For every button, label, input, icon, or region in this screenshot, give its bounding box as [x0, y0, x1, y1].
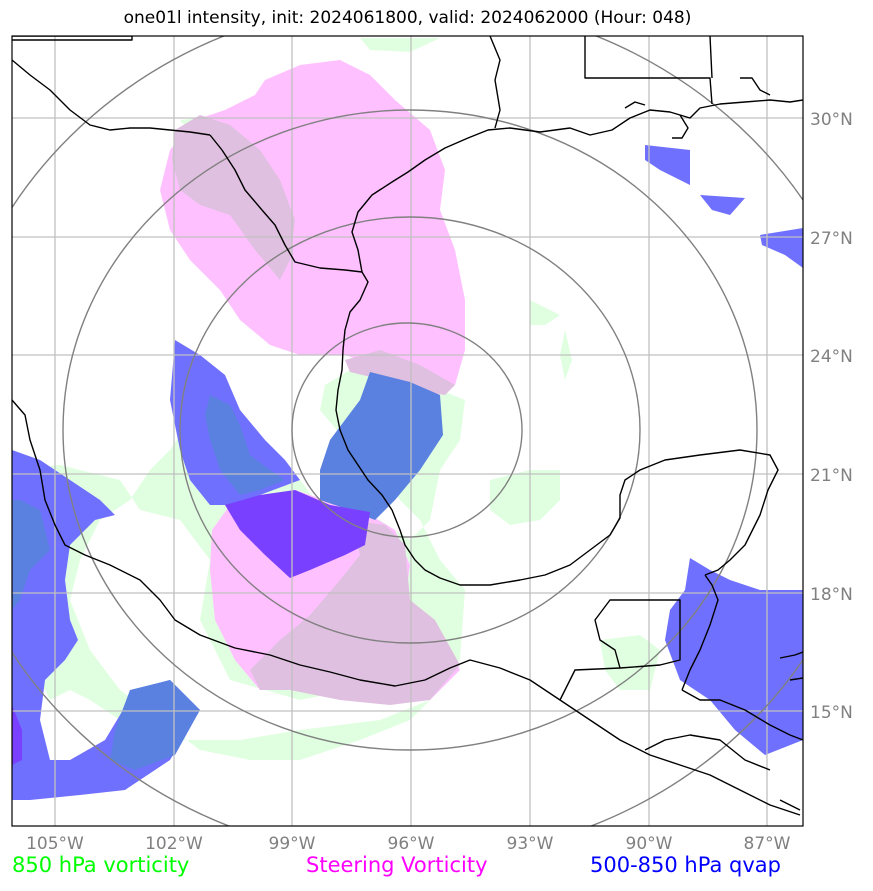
qvap-vorticity-overlap-shading — [12, 372, 443, 770]
lon-tick-label: 96°W — [388, 834, 435, 854]
lon-tick-label: 105°W — [26, 834, 84, 854]
lon-tick-labels: 105°W 102°W 99°W 96°W 93°W 90°W 87°W — [26, 834, 791, 854]
range-rings — [12, 36, 803, 826]
map-title: one01l intensity, init: 2024061800, vali… — [123, 8, 692, 28]
lon-tick-label: 102°W — [145, 834, 203, 854]
lat-tick-label: 15°N — [810, 703, 853, 723]
coastlines — [12, 36, 803, 816]
plot-frame — [11, 35, 804, 827]
lat-tick-label: 18°N — [810, 585, 853, 605]
legend-qvap: 500-850 hPa qvap — [590, 853, 781, 877]
lat-tick-label: 21°N — [810, 466, 853, 486]
legend-vorticity: 850 hPa vorticity — [12, 853, 190, 877]
lat-tick-label: 30°N — [810, 110, 853, 130]
gridlines — [12, 36, 803, 826]
lon-tick-label: 99°W — [269, 834, 316, 854]
lat-tick-label: 24°N — [810, 347, 853, 367]
lon-tick-label: 90°W — [626, 834, 673, 854]
lon-tick-label: 87°W — [744, 834, 791, 854]
lat-tick-labels: 30°N 27°N 24°N 21°N 18°N 15°N — [810, 110, 853, 723]
lat-tick-label: 27°N — [810, 229, 853, 249]
lon-tick-label: 93°W — [507, 834, 554, 854]
legend-steering-vorticity: Steering Vorticity — [306, 853, 488, 877]
overlap-shading — [172, 115, 460, 705]
